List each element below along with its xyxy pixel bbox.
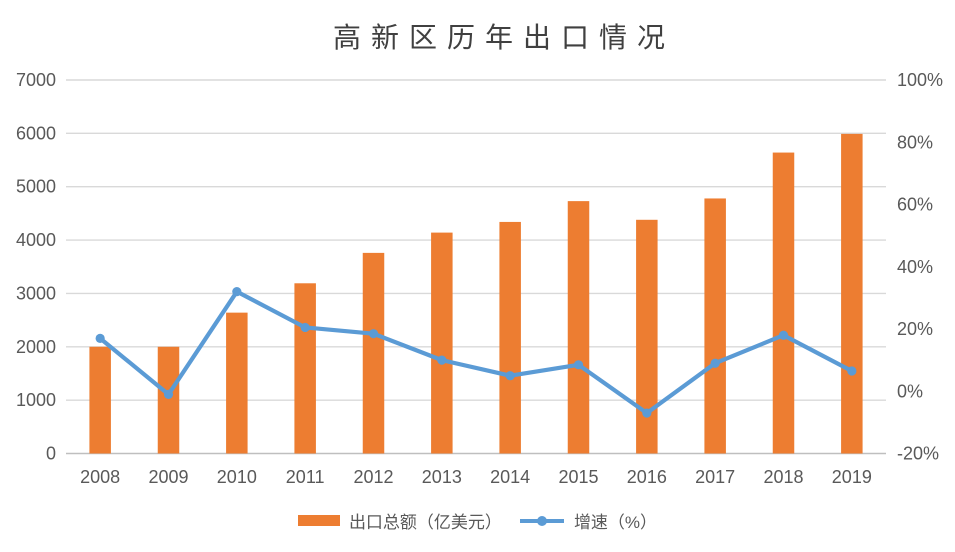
y-axis-left-tick-label: 5000 (16, 177, 56, 197)
x-axis-tick-label: 2016 (627, 467, 667, 487)
bar-2018 (772, 152, 795, 454)
y-axis-left-tick-label: 4000 (16, 230, 56, 250)
x-axis-tick-label: 2014 (490, 467, 530, 487)
line-marker-2012 (368, 329, 379, 339)
growth-line (98, 289, 854, 416)
line-marker-2013 (437, 355, 447, 365)
y-axis-right-tick-label: 20% (897, 319, 933, 339)
line-marker-2016 (642, 408, 652, 418)
line-marker-2017 (710, 358, 720, 368)
y-axis-left-tick-label: 2000 (16, 337, 56, 357)
y-axis-right-tick-label: 80% (897, 132, 933, 152)
x-axis-tick-label: 2009 (148, 467, 188, 487)
bar-2010 (226, 312, 248, 454)
bar-2009 (157, 346, 180, 454)
legend-item-growth: 增速（%） (519, 508, 657, 533)
line-marker-2008 (95, 333, 105, 343)
y-axis-left-tick-label: 7000 (16, 70, 56, 90)
x-axis-tick-label: 2008 (80, 467, 120, 487)
bar-2015 (567, 201, 590, 454)
legend-line-label: 增速（%） (573, 513, 658, 532)
x-axis-tick-label: 2017 (695, 467, 735, 487)
bar-2019 (841, 133, 863, 454)
bar-2012 (362, 252, 385, 454)
line-marker-2011 (300, 322, 310, 333)
line-marker-2010 (232, 287, 242, 297)
x-axis-tick-label: 2011 (286, 467, 325, 487)
x-axis-tick-label: 2010 (217, 467, 257, 487)
legend-bar-swatch-icon (297, 515, 340, 526)
legend: 出口总额（亿美元） 增速（%） (0, 508, 955, 533)
legend-item-exports: 出口总额（亿美元） (297, 508, 502, 533)
x-axis-tick-label: 2013 (422, 467, 462, 487)
y-axis-right-tick-label: -20% (897, 444, 939, 464)
bar-2016 (636, 219, 658, 454)
y-axis-right-tick-label: 60% (897, 195, 933, 215)
legend-line-marker-icon (519, 515, 564, 526)
line-marker-2009 (163, 389, 174, 399)
line-marker-2018 (778, 330, 789, 340)
legend-bar-label: 出口总额（亿美元） (348, 513, 502, 532)
bar-2011 (294, 283, 316, 454)
bar-2008 (89, 346, 111, 454)
bar-2014 (499, 221, 521, 454)
y-axis-right-tick-label: 100% (897, 70, 943, 90)
bar-2017 (704, 198, 726, 454)
y-axis-right-tick-label: 40% (897, 257, 933, 277)
y-axis-left-tick-label: 3000 (16, 283, 56, 303)
y-axis-left-tick-label: 6000 (16, 123, 56, 143)
y-axis-left-tick-label: 0 (46, 444, 56, 464)
line-marker-2014 (505, 371, 515, 381)
line-marker-2019 (847, 366, 857, 376)
y-axis-right-tick-label: 0% (897, 381, 923, 401)
x-axis-tick-label: 2019 (832, 467, 872, 487)
x-axis-tick-label: 2018 (763, 467, 803, 487)
line-marker-2015 (573, 360, 584, 370)
bar-2013 (431, 232, 453, 454)
x-axis-tick-label: 2015 (558, 467, 598, 487)
x-axis-tick-label: 2012 (353, 467, 393, 487)
chart-title: 高新区历年出口情况 (332, 21, 676, 54)
y-axis-left-tick-label: 1000 (16, 390, 56, 410)
